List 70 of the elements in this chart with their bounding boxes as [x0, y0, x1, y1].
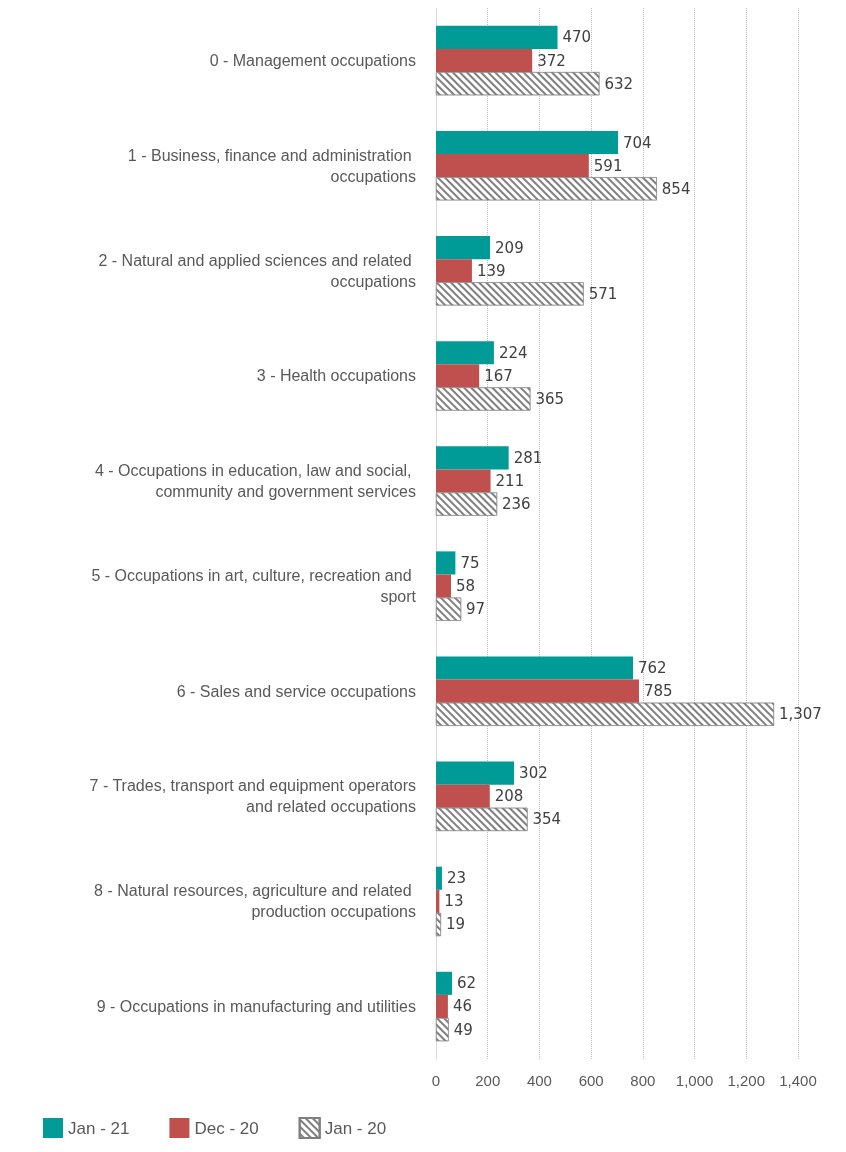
- data-label: 704: [623, 133, 652, 152]
- bar: [436, 25, 558, 49]
- y-tick-label: 6 - Sales and service occupations: [176, 682, 416, 700]
- bar: [436, 866, 442, 890]
- data-label: 211: [495, 471, 525, 490]
- x-tick-label: 1,000: [675, 1072, 714, 1089]
- y-tick-label: 8 - Natural resources, agriculture and related production occupations: [94, 882, 416, 921]
- y-tick-label: 9 - Occupations in manufacturing and utilities: [96, 997, 416, 1015]
- x-tick-label: 800: [630, 1072, 656, 1089]
- data-label: 46: [452, 997, 472, 1016]
- data-label: 58: [456, 577, 476, 596]
- bar: [436, 236, 491, 260]
- data-label: 62: [457, 974, 477, 993]
- data-label: 236: [502, 495, 531, 514]
- data-label: 571: [588, 284, 618, 303]
- x-tick-label: 0: [431, 1072, 441, 1089]
- bar: [436, 364, 480, 388]
- bar: [436, 154, 589, 178]
- bar: [436, 48, 533, 73]
- legend-label: Jan - 21: [68, 1118, 130, 1138]
- bar: [436, 784, 490, 808]
- bar: [436, 761, 515, 785]
- x-tick-label: 1,200: [727, 1072, 766, 1089]
- y-tick-label: 7 - Trades, transport and equipment operators and related occupations: [89, 777, 416, 816]
- data-label: 97: [466, 600, 486, 619]
- y-tick-label: 2 - Natural and applied sciences and related occupations: [98, 251, 416, 290]
- data-label: 167: [484, 366, 513, 385]
- data-label: 632: [604, 74, 634, 93]
- data-label: 139: [476, 261, 506, 280]
- bar: [436, 469, 491, 493]
- data-label: 208: [494, 787, 524, 806]
- x-tick-label: 200: [475, 1072, 501, 1089]
- bar: [436, 130, 619, 155]
- data-label: 854: [661, 179, 691, 198]
- data-label: 209: [495, 238, 524, 257]
- data-label: 302: [519, 764, 548, 783]
- data-label: 224: [498, 343, 528, 362]
- x-tick-label: 1,400: [779, 1072, 817, 1089]
- y-tick-label: 4 - Occupations in education, law and social, community and government services: [94, 461, 416, 500]
- legend-label: Dec - 20: [194, 1118, 259, 1138]
- bar: [436, 994, 448, 1019]
- y-tick-label: 0 - Management occupations: [209, 52, 416, 70]
- data-label: 785: [643, 682, 673, 701]
- bar: [436, 679, 639, 703]
- x-tick-label: 600: [578, 1072, 604, 1089]
- data-label: 354: [532, 810, 562, 829]
- bar: [436, 551, 456, 575]
- x-tick-label: 400: [526, 1072, 552, 1089]
- data-label: 365: [535, 389, 565, 408]
- bar: [436, 341, 494, 365]
- data-label: 281: [513, 448, 543, 467]
- bar: [436, 656, 634, 680]
- legend-label: Jan - 20: [324, 1118, 387, 1138]
- bar: [436, 446, 509, 470]
- y-tick-label: 1 - Business, finance and administration occupations: [127, 146, 416, 185]
- y-tick-label: 3 - Health occupations: [256, 367, 416, 385]
- data-label: 49: [453, 1020, 473, 1039]
- data-label: 762: [638, 659, 667, 678]
- y-tick-label: 5 - Occupations in art, culture, recreation and sport: [91, 567, 417, 606]
- bar: [436, 971, 453, 995]
- data-label: 13: [444, 892, 464, 911]
- data-label: 19: [445, 915, 466, 934]
- data-label: 372: [537, 51, 566, 70]
- bar: [436, 574, 451, 598]
- data-label: 23: [446, 869, 467, 888]
- bar: [436, 259, 472, 283]
- data-label: 1,307: [778, 705, 822, 724]
- data-label: 591: [593, 156, 623, 175]
- data-label: 75: [460, 553, 480, 572]
- data-label: 470: [562, 28, 592, 47]
